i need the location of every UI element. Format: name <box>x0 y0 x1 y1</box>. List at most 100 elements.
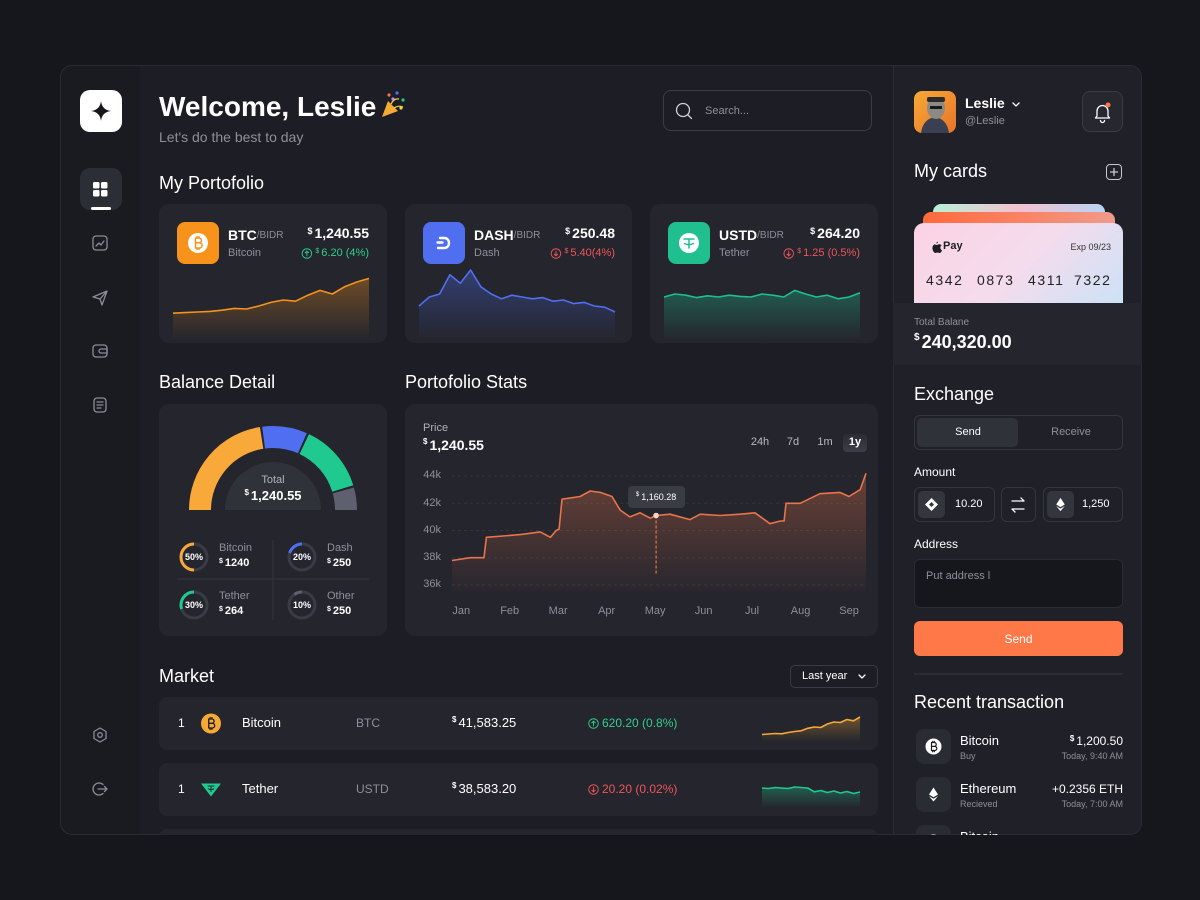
transaction-name: Bitcoin <box>960 732 1000 748</box>
swap-button[interactable] <box>1001 487 1036 522</box>
market-symbol: USTD <box>356 782 389 797</box>
nav-item-active[interactable] <box>80 168 122 210</box>
x-tick-label: Aug <box>790 605 811 618</box>
trend-icon-arrow <box>304 250 310 257</box>
market-filter-label: Last year <box>802 670 848 683</box>
amount-from[interactable] <box>914 487 995 522</box>
exchange-tab[interactable] <box>917 418 1018 447</box>
field-label: Address <box>914 536 959 551</box>
y-tick-label: 40k <box>423 523 441 536</box>
coin-price: 1,240.55 <box>314 225 370 242</box>
price-value: 1,240.55 <box>429 437 484 454</box>
coin-name: Bitcoin <box>228 247 262 260</box>
legend-ring-arc <box>181 592 194 609</box>
section-title: My cards <box>914 161 988 182</box>
transaction-time: Today, 7:00 AM <box>1061 798 1123 809</box>
legend-percent: 30% <box>184 599 204 610</box>
notification-button[interactable] <box>1082 91 1123 132</box>
section-title: Portofolio Stats <box>405 372 528 393</box>
coin-pair: /BIDR <box>513 230 541 242</box>
currency: $ <box>810 226 816 237</box>
market-price: $38,583.20 <box>452 780 516 798</box>
address-input[interactable] <box>914 559 1123 608</box>
card-number: 0873 <box>977 272 1015 289</box>
price-label: Price <box>423 422 449 435</box>
y-tick-label: 38k <box>423 551 441 564</box>
gauge-total-label: Total <box>261 474 285 487</box>
currency: $ <box>423 437 428 447</box>
send-button[interactable] <box>914 621 1123 656</box>
market-row[interactable] <box>159 697 878 750</box>
coin-name: Dash <box>474 247 500 260</box>
currency: $ <box>327 558 331 566</box>
dash-glyph <box>438 238 450 248</box>
search-icon <box>677 104 690 117</box>
transaction-name: Bitcoin <box>960 828 1000 844</box>
legend-ring-arc <box>181 544 194 570</box>
section-title: Exchange <box>914 384 995 405</box>
coin-symbol: USTD/BIDR <box>719 226 784 246</box>
total-balance: $240,320.00 <box>914 330 1012 355</box>
section-title: Balance Detail <box>159 372 276 393</box>
market-filter[interactable] <box>790 665 878 688</box>
x-tick-label: Jan <box>452 605 471 618</box>
exchange-tabs <box>914 415 1123 450</box>
trend-icon-ring <box>783 248 794 260</box>
total-balance-label: Total Balane <box>914 317 970 328</box>
trend-icon-ring <box>550 248 562 260</box>
sparkline <box>664 290 860 298</box>
x-tick-label: Apr <box>598 605 616 618</box>
currency: $ <box>244 487 249 497</box>
coin-symbol: USTD <box>719 227 758 244</box>
dash-coin-icon <box>925 498 938 511</box>
confetti <box>391 99 403 108</box>
market-rank: 1 <box>178 782 185 797</box>
currency: $ <box>635 491 640 498</box>
search-box[interactable] <box>663 90 872 131</box>
legend-name: Other <box>327 590 355 603</box>
coin-glyph <box>932 741 937 751</box>
trend-icon <box>588 784 599 795</box>
transaction-type: Recieved <box>960 798 998 809</box>
coin-price: 250.48 <box>572 225 615 242</box>
market-row[interactable] <box>159 763 878 816</box>
coin-glyph <box>684 239 694 248</box>
legend-name: Bitcoin <box>219 542 253 555</box>
market-change: 20.20 (0.02%) <box>588 781 677 798</box>
transaction-type: Buy <box>960 750 976 761</box>
coin-change: 1.25 (0.5%) <box>803 247 860 260</box>
send-button-label: Send <box>1004 631 1033 646</box>
nav-icon-chart <box>93 236 107 250</box>
coin-glyph <box>929 788 938 802</box>
card-front[interactable] <box>914 223 1123 315</box>
coin-symbol: DASH/BIDR <box>474 226 540 246</box>
card-number: 4342 <box>926 272 964 289</box>
trend-icon-ring <box>301 248 313 260</box>
price-line <box>452 473 866 560</box>
transaction-icon[interactable] <box>916 825 951 835</box>
legend-ring-arc <box>294 592 302 594</box>
tether-glyph <box>208 786 214 791</box>
eth-glyph <box>929 788 938 802</box>
amount-to[interactable] <box>1043 487 1123 522</box>
amount-value: 1,250 <box>1082 498 1110 511</box>
amount-value: 10.20 <box>955 498 983 511</box>
btc-glyph <box>209 718 215 730</box>
add-card-button[interactable] <box>1106 164 1122 180</box>
nav-icon-dashboard <box>101 190 108 197</box>
gauge-total-value: 1,240.55 <box>250 487 302 503</box>
sparkline <box>419 270 615 312</box>
x-tick-label: May <box>644 605 666 618</box>
coin-symbol: BTC/BIDR <box>228 226 283 246</box>
currency: $ <box>914 332 920 344</box>
price-value: $1,240.55 <box>423 436 484 456</box>
legend-amount: 250 <box>332 605 352 618</box>
notification-dot <box>1106 103 1111 108</box>
nav-active-indicator <box>91 207 111 210</box>
market-price: $41,583.25 <box>452 714 516 732</box>
profile-name: Leslie <box>965 95 1005 112</box>
confetti <box>401 98 404 101</box>
